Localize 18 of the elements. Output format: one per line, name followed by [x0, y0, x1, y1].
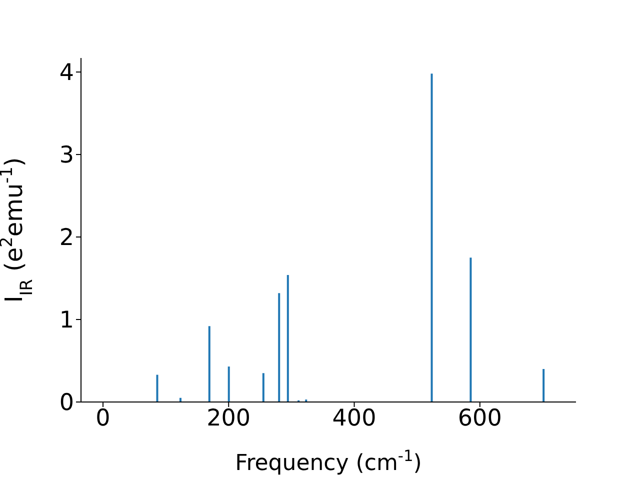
bar: [542, 369, 545, 402]
bar: [228, 366, 230, 402]
bar: [156, 374, 158, 402]
x-tick-label: 400: [332, 405, 376, 432]
x-axis-title: Frequency (cm$^{-1}$): [235, 447, 422, 476]
bar: [278, 293, 280, 402]
y-tick-label: 2: [59, 225, 74, 252]
bar: [470, 258, 472, 402]
bar: [286, 274, 289, 402]
bar: [430, 74, 433, 402]
x-tick-label: 0: [96, 405, 110, 432]
y-tick-label: 4: [59, 60, 74, 86]
bar: [208, 326, 210, 402]
bar: [262, 373, 264, 402]
y-tick-label: 1: [59, 308, 74, 334]
x-tick-label: 200: [206, 405, 251, 432]
x-tick-label: 600: [458, 405, 502, 432]
y-tick-label: 3: [59, 142, 74, 169]
